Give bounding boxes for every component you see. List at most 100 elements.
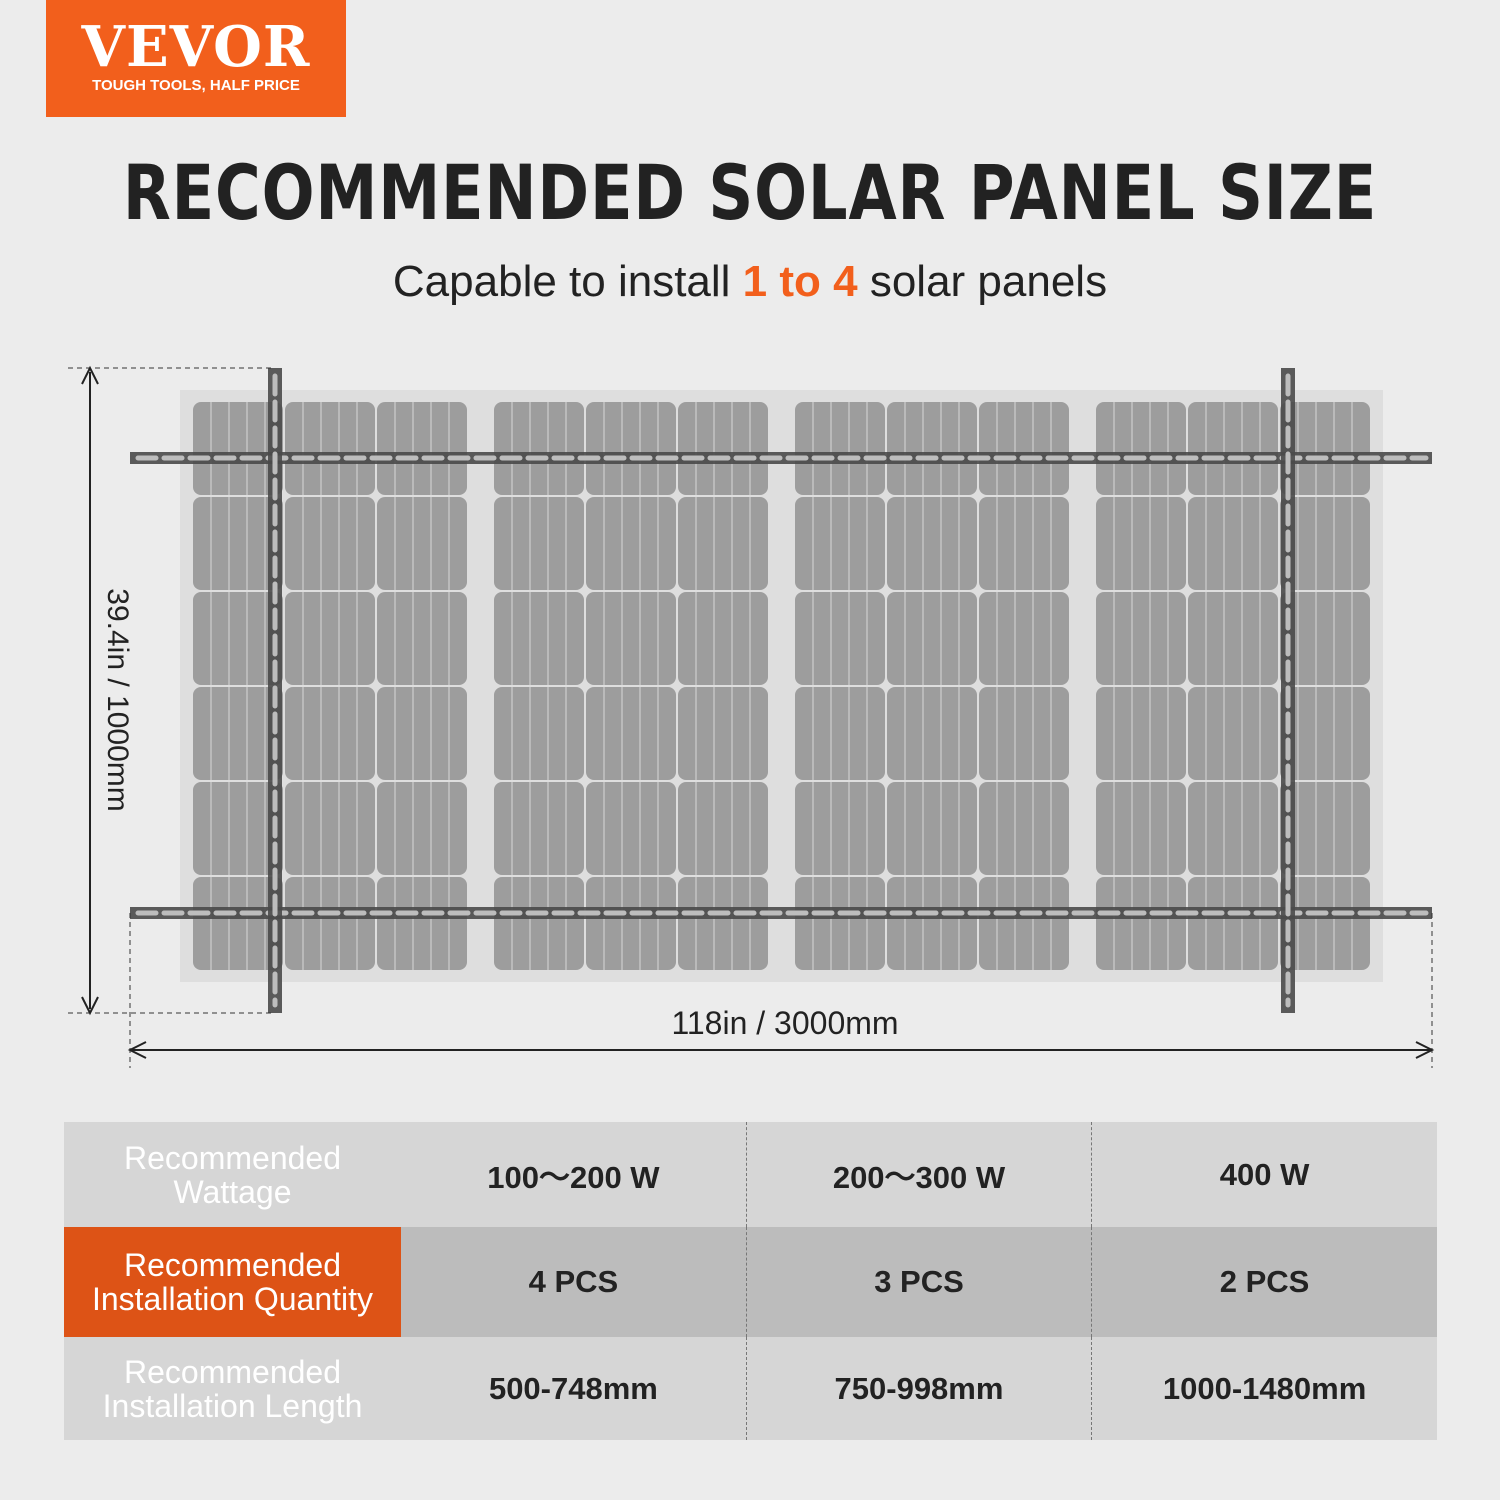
solar-cell [887, 877, 977, 970]
solar-cell [494, 497, 584, 590]
solar-cell [1096, 497, 1186, 590]
subtitle-highlight: 1 to 4 [742, 257, 858, 306]
solar-cell [979, 592, 1069, 685]
table-cell: 3 PCS [745, 1227, 1092, 1337]
solar-cell [1280, 497, 1370, 590]
solar-cell [1188, 782, 1278, 875]
solar-cell [887, 402, 977, 495]
row-header: Recommended Wattage [64, 1122, 401, 1227]
solar-cell [193, 877, 283, 970]
solar-cell [285, 782, 375, 875]
solar-cell [285, 877, 375, 970]
solar-cell [795, 402, 885, 495]
solar-cell [1096, 592, 1186, 685]
solar-cell [586, 592, 676, 685]
table-cell: 1000-1480mm [1091, 1337, 1437, 1440]
solar-cell [678, 402, 768, 495]
subtitle-text-end: solar panels [857, 257, 1108, 306]
solar-cell [586, 782, 676, 875]
solar-cell [377, 877, 467, 970]
vevor-logo: VEVOR TOUGH TOOLS, HALF PRICE [46, 0, 346, 117]
solar-cell [285, 497, 375, 590]
solar-cell [1188, 687, 1278, 780]
row-header-label: Recommended Wattage [124, 1139, 341, 1210]
solar-cell [1280, 592, 1370, 685]
solar-cell [1188, 402, 1278, 495]
solar-cell [377, 402, 467, 495]
page-title: RECOMMENDED SOLAR PANEL SIZE [122, 148, 1378, 237]
solar-cell [586, 877, 676, 970]
solar-cell [678, 877, 768, 970]
solar-cell [1188, 497, 1278, 590]
table-row-quantity: Recommended Installation Quantity 4 PCS … [64, 1227, 1437, 1337]
solar-cell [377, 497, 467, 590]
solar-cell [795, 592, 885, 685]
solar-cell [795, 782, 885, 875]
table-cell: 2 PCS [1091, 1227, 1437, 1337]
solar-cell [285, 592, 375, 685]
solar-cell [1280, 687, 1370, 780]
subtitle-text: Capable to install [392, 257, 743, 306]
solar-cell [979, 782, 1069, 875]
solar-cell [887, 592, 977, 685]
solar-cell [678, 497, 768, 590]
table-cell: 200～300 W [745, 1122, 1092, 1227]
solar-cell [377, 687, 467, 780]
table-cell: 750-998mm [745, 1337, 1092, 1440]
solar-cell [193, 497, 283, 590]
table-cell: 400 W [1091, 1122, 1437, 1227]
solar-cell [494, 592, 584, 685]
table-cell: 100～200 W [401, 1122, 747, 1227]
solar-cell [887, 687, 977, 780]
solar-cell [494, 782, 584, 875]
logo-tagline: TOUGH TOOLS, HALF PRICE [92, 77, 300, 94]
solar-cell [494, 877, 584, 970]
solar-cell [193, 402, 283, 495]
solar-cell [979, 497, 1069, 590]
solar-cell [979, 877, 1069, 970]
solar-cell [795, 497, 885, 590]
row-header-label: Recommended Installation Quantity [91, 1247, 374, 1317]
recommendation-table: Recommended Wattage 100～200 W 200～300 W … [64, 1122, 1437, 1440]
arrow-head [127, 1041, 147, 1059]
solar-cell [494, 687, 584, 780]
row-header: Recommended Installation Length [64, 1337, 401, 1440]
solar-cell [678, 782, 768, 875]
solar-cell [1188, 592, 1278, 685]
solar-cell [586, 687, 676, 780]
table-cell: 4 PCS [401, 1227, 747, 1337]
table-row-length: Recommended Installation Length 500-748m… [64, 1337, 1437, 1440]
solar-cell [1188, 877, 1278, 970]
width-dimension-label: 118in / 3000mm [671, 1005, 899, 1041]
solar-cell [979, 687, 1069, 780]
solar-cell [1096, 877, 1186, 970]
solar-cell [193, 687, 283, 780]
solar-cell [795, 877, 885, 970]
solar-cell [193, 592, 283, 685]
arrow-head [81, 996, 99, 1016]
solar-cell [193, 782, 283, 875]
solar-cell [1280, 782, 1370, 875]
solar-cell [586, 402, 676, 495]
solar-cell [1096, 782, 1186, 875]
height-dimension-label: 39.4in / 1000mm [101, 588, 134, 812]
solar-cell [887, 782, 977, 875]
subtitle: Capable to install 1 to 4 solar panels [0, 255, 1500, 309]
solar-cell [678, 687, 768, 780]
logo-brand: VEVOR [81, 14, 311, 80]
solar-cell [377, 592, 467, 685]
solar-cell [678, 592, 768, 685]
solar-cell [1096, 402, 1186, 495]
solar-cell [586, 497, 676, 590]
solar-cell [979, 402, 1069, 495]
solar-cell [795, 687, 885, 780]
solar-panel-diagram [68, 365, 1435, 1068]
solar-cell [1280, 877, 1370, 970]
solar-cell [1096, 687, 1186, 780]
solar-cell [1280, 402, 1370, 495]
solar-cell [377, 782, 467, 875]
solar-cell [494, 402, 584, 495]
arrow-head [1415, 1041, 1435, 1059]
solar-cell [285, 687, 375, 780]
solar-cell [285, 402, 375, 495]
